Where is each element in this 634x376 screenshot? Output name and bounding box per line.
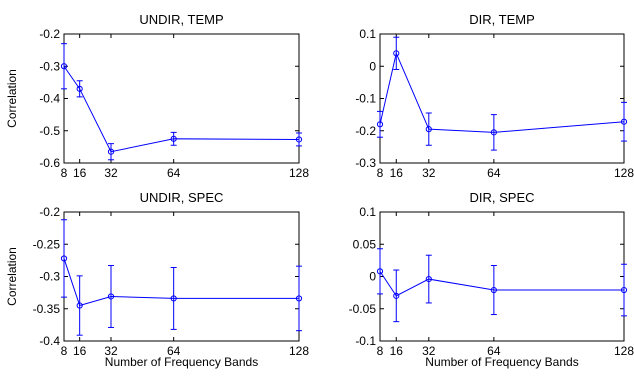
data-point bbox=[107, 293, 115, 300]
chart-title: UNDIR, TEMP bbox=[139, 12, 223, 27]
y-tick-label: -0.4 bbox=[39, 92, 60, 106]
series-line bbox=[379, 271, 624, 297]
data-point bbox=[295, 136, 303, 143]
x-tick-label: 128 bbox=[289, 344, 309, 358]
chart-panel-2: DIR, TEMP -0.3 -0.2 -0.1 0 0.1 8 16 32 64 128 bbox=[355, 12, 634, 180]
y-axis-label: Correlation bbox=[5, 69, 19, 128]
y-tick-label: -0.05 bbox=[349, 302, 377, 316]
axes-box bbox=[379, 211, 625, 342]
y-tick-label: -0.4 bbox=[39, 334, 60, 348]
chart-title: UNDIR, SPEC bbox=[140, 190, 224, 205]
axes-box bbox=[63, 33, 300, 164]
y-tick-label: -0.35 bbox=[33, 302, 61, 316]
x-tick-label: 32 bbox=[422, 166, 436, 180]
data-point bbox=[295, 295, 303, 302]
x-tick-label: 128 bbox=[614, 166, 634, 180]
data-point bbox=[490, 286, 497, 294]
axes-box bbox=[63, 211, 300, 342]
x-tick-label: 16 bbox=[73, 166, 87, 180]
y-tick-label: -0.3 bbox=[355, 156, 376, 170]
chart-panel-3: UNDIR, SPEC -0.4 -0.35 -0.3 -0.25 -0.2 8 16 32 64… bbox=[5, 190, 309, 369]
chart-title: DIR, TEMP bbox=[469, 12, 535, 27]
data-point bbox=[376, 268, 384, 275]
x-tick-label: 32 bbox=[104, 166, 118, 180]
x-tick-label: 8 bbox=[61, 344, 68, 358]
data-point bbox=[376, 121, 384, 128]
data-point bbox=[76, 85, 83, 92]
x-axis-label: Number of Frequency Bands bbox=[425, 355, 578, 369]
x-tick-label: 16 bbox=[73, 344, 87, 358]
y-tick-label: 0 bbox=[369, 59, 376, 73]
x-tick-label: 64 bbox=[487, 166, 501, 180]
y-tick-label: -0.25 bbox=[33, 237, 61, 251]
x-tick-label: 16 bbox=[390, 344, 404, 358]
y-tick-label: 0.05 bbox=[353, 237, 377, 251]
data-point bbox=[393, 292, 400, 299]
chart-panel-4: DIR, SPEC -0.1 -0.05 0 0.05 0.1 8 16 32 64 128 Numb… bbox=[349, 190, 634, 369]
x-tick-label: 128 bbox=[289, 166, 309, 180]
y-tick-label: -0.1 bbox=[355, 334, 376, 348]
x-tick-label: 8 bbox=[377, 344, 384, 358]
y-tick-label: -0.5 bbox=[39, 124, 60, 138]
x-axis-label: Number of Frequency Bands bbox=[105, 355, 258, 369]
y-tick-label: -0.3 bbox=[39, 270, 60, 284]
x-tick-label: 64 bbox=[167, 344, 181, 358]
data-point bbox=[490, 129, 497, 136]
y-tick-label: 0.1 bbox=[359, 27, 376, 41]
data-point bbox=[60, 255, 68, 262]
data-point bbox=[107, 148, 115, 155]
chart-panel-1: UNDIR, TEMP -0.6 -0.5 -0.4 -0.3 -0.2 8 16 32 64 12… bbox=[5, 12, 309, 180]
y-tick-label: -0.1 bbox=[355, 92, 376, 106]
y-tick-label: -0.2 bbox=[39, 27, 60, 41]
data-point bbox=[76, 302, 83, 309]
data-point bbox=[170, 295, 177, 302]
y-axis-label: Correlation bbox=[5, 247, 19, 306]
x-tick-label: 64 bbox=[167, 166, 181, 180]
data-point bbox=[620, 118, 628, 125]
y-tick-label: -0.2 bbox=[355, 124, 376, 138]
x-tick-label: 16 bbox=[390, 166, 404, 180]
x-tick-label: 64 bbox=[487, 344, 501, 358]
data-point bbox=[425, 126, 432, 133]
y-tick-label: 0.1 bbox=[359, 205, 376, 219]
data-point bbox=[620, 286, 628, 294]
series-line bbox=[63, 65, 300, 153]
x-tick-label: 8 bbox=[377, 166, 384, 180]
x-tick-label: 32 bbox=[104, 344, 118, 358]
y-tick-label: -0.6 bbox=[39, 156, 60, 170]
axes-box bbox=[379, 33, 625, 164]
x-tick-label: 8 bbox=[61, 166, 68, 180]
x-tick-label: 128 bbox=[614, 344, 634, 358]
data-point bbox=[425, 275, 432, 283]
x-tick-label: 32 bbox=[422, 344, 436, 358]
y-tick-label: 0 bbox=[369, 270, 376, 284]
series-line bbox=[63, 258, 299, 307]
data-point bbox=[60, 63, 68, 70]
data-point bbox=[170, 135, 177, 142]
chart-title: DIR, SPEC bbox=[469, 190, 534, 205]
data-point bbox=[393, 50, 400, 57]
y-tick-label: -0.2 bbox=[39, 205, 60, 219]
y-tick-label: -0.3 bbox=[39, 59, 60, 73]
series-line bbox=[379, 51, 625, 133]
